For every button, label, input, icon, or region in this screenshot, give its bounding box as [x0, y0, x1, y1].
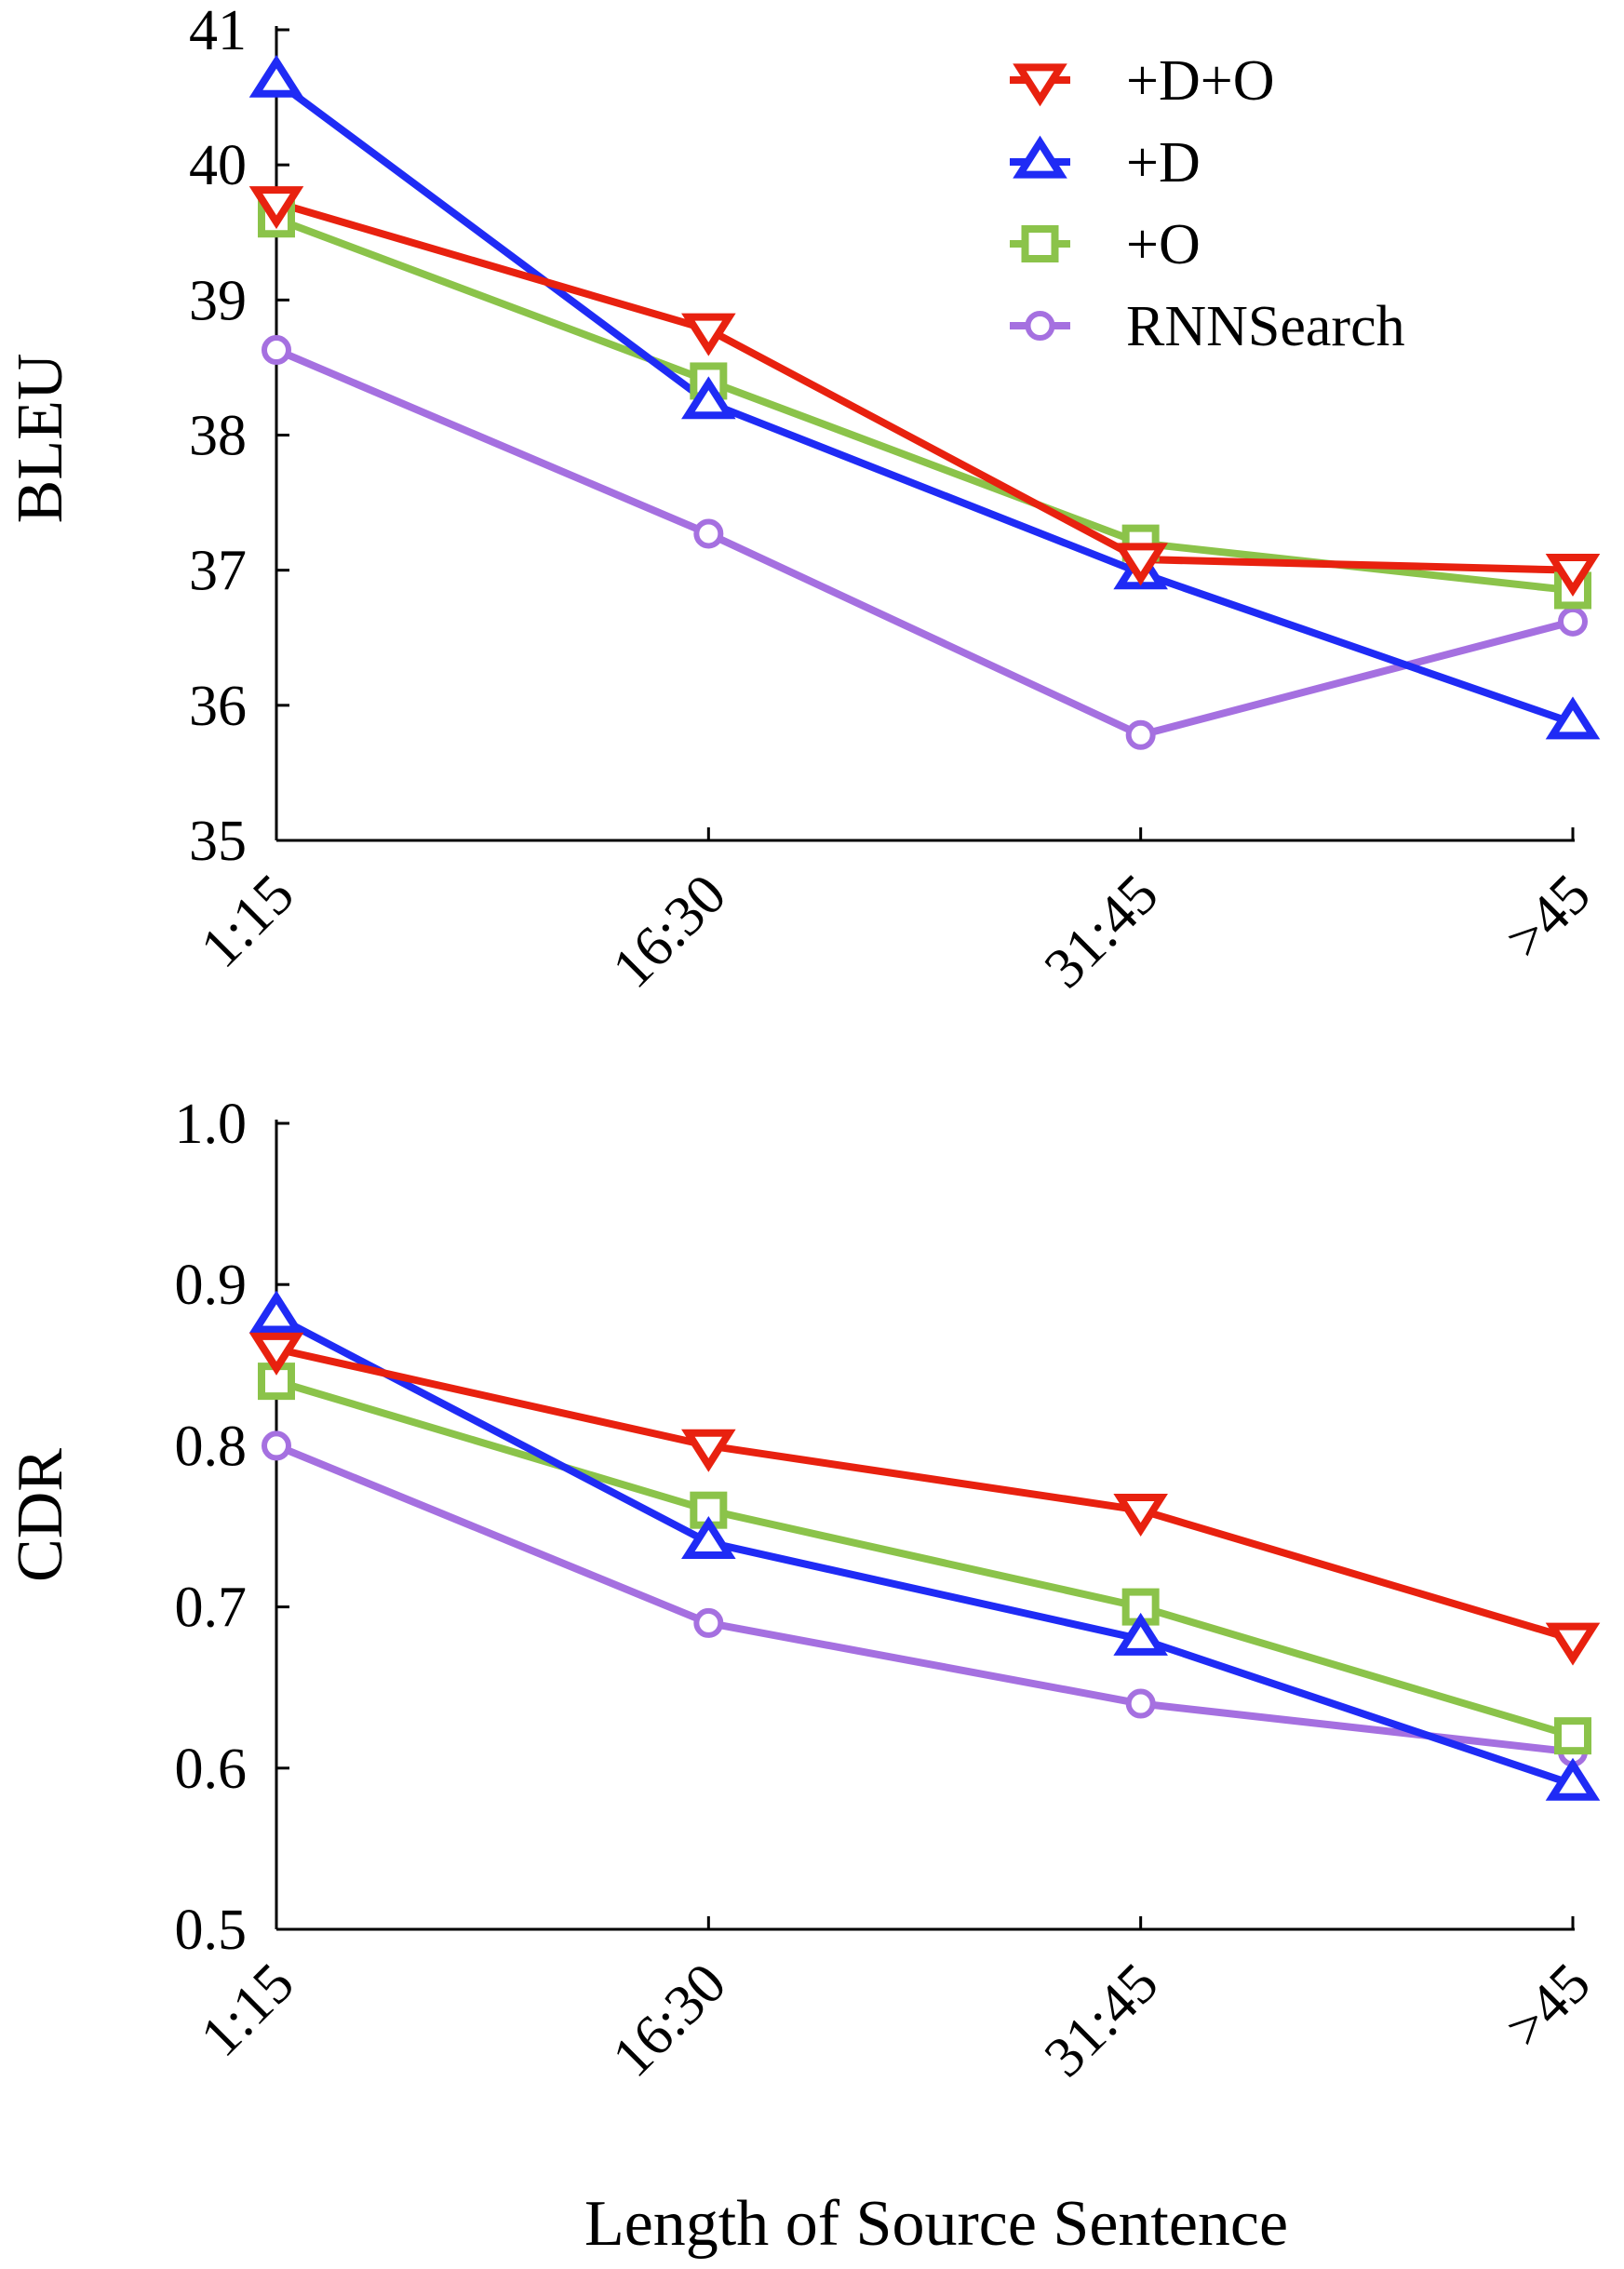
- data-point-DO: [248, 1332, 304, 1376]
- data-point-D: [248, 1290, 304, 1334]
- series-line-D: [273, 77, 1577, 727]
- y-tick-label: 36: [189, 675, 247, 738]
- data-point-DO: [681, 1429, 736, 1472]
- data-point-D: [1545, 696, 1601, 740]
- legend-item: +D+O: [1010, 49, 1274, 113]
- series-line-O: [273, 215, 1577, 595]
- legend-item: RNNSearch: [1010, 295, 1405, 358]
- legend-label: +O: [1126, 213, 1201, 276]
- data-point-O: [1554, 1717, 1591, 1755]
- series-line-O: [273, 1377, 1577, 1740]
- bleu-chart: 35 36 37 38 39 40 41 1:15 16:30 31:45 >45: [189, 0, 1603, 1000]
- series-line-D: [273, 1312, 1577, 1789]
- x-tick-label: 31:45: [1033, 1952, 1171, 2089]
- x-tick-label: 16:30: [600, 1952, 738, 2089]
- legend-label: +D: [1126, 131, 1201, 195]
- legend-label: +D+O: [1126, 49, 1274, 113]
- data-point-RNNSearch: [693, 1607, 724, 1638]
- data-point-RNNSearch: [1125, 1688, 1156, 1719]
- series-line-DO: [273, 1345, 1577, 1644]
- data-point-DO: [248, 186, 304, 230]
- data-point-DO: [1545, 554, 1601, 597]
- y-tick-label: 41: [189, 0, 247, 62]
- y-tick-label: 39: [189, 269, 247, 332]
- y-tick-label: 0.9: [175, 1254, 248, 1317]
- data-point-DO: [1113, 543, 1168, 586]
- data-point-RNNSearch: [262, 1430, 291, 1461]
- legend-marker: [1013, 135, 1067, 179]
- series-line-RNNSearch: [273, 1442, 1577, 1756]
- y-tick-label: 0.5: [175, 1899, 248, 1962]
- y-tick-label: 35: [189, 810, 247, 873]
- series-line-RNNSearch: [273, 346, 1577, 739]
- legend-item: +O: [1010, 213, 1201, 276]
- x-tick-label: >45: [1494, 863, 1603, 972]
- data-point-D: [681, 376, 736, 420]
- data-point-DO: [1545, 1622, 1601, 1666]
- data-point-RNNSearch: [1558, 606, 1588, 637]
- data-point-DO: [681, 313, 736, 356]
- data-point-D: [1545, 1757, 1601, 1801]
- y-tick-label: 0.7: [175, 1577, 248, 1640]
- data-point-D: [248, 54, 304, 98]
- x-tick-label: 1:15: [189, 863, 306, 980]
- data-point-RNNSearch: [693, 518, 724, 549]
- x-axis-title: Length of Source Sentence: [584, 2188, 1288, 2260]
- legend-item: +D: [1010, 131, 1201, 195]
- y-tick-label: 1.0: [175, 1093, 248, 1156]
- y-tick-label: 0.8: [175, 1415, 248, 1478]
- cdr-chart: 0.5 0.6 0.7 0.8 0.9 1.0 1:15 16:30 31:45 >45: [175, 1093, 1603, 2089]
- data-point-D: [1113, 1612, 1168, 1656]
- y-tick-label: 38: [189, 405, 247, 468]
- x-tick-label: 1:15: [189, 1952, 306, 2069]
- legend-label: RNNSearch: [1126, 295, 1405, 358]
- data-point-D: [681, 1515, 736, 1559]
- x-tick-label: 31:45: [1033, 863, 1171, 1000]
- legend-marker: [1013, 63, 1067, 107]
- x-tick-label: 16:30: [600, 863, 738, 1000]
- cdr-y-axis-title: CDR: [5, 1448, 76, 1582]
- bleu-y-axis-title: BLEU: [5, 354, 76, 524]
- y-tick-label: 0.6: [175, 1738, 248, 1801]
- y-tick-label: 37: [189, 540, 247, 603]
- data-point-RNNSearch: [262, 335, 291, 366]
- series-line-DO: [273, 198, 1577, 574]
- x-tick-label: >45: [1494, 1952, 1603, 2061]
- legend-marker: [1021, 225, 1059, 262]
- data-point-DO: [1113, 1494, 1168, 1537]
- data-point-RNNSearch: [1125, 719, 1156, 750]
- y-tick-label: 40: [189, 134, 247, 197]
- legend-marker: [1025, 311, 1055, 341]
